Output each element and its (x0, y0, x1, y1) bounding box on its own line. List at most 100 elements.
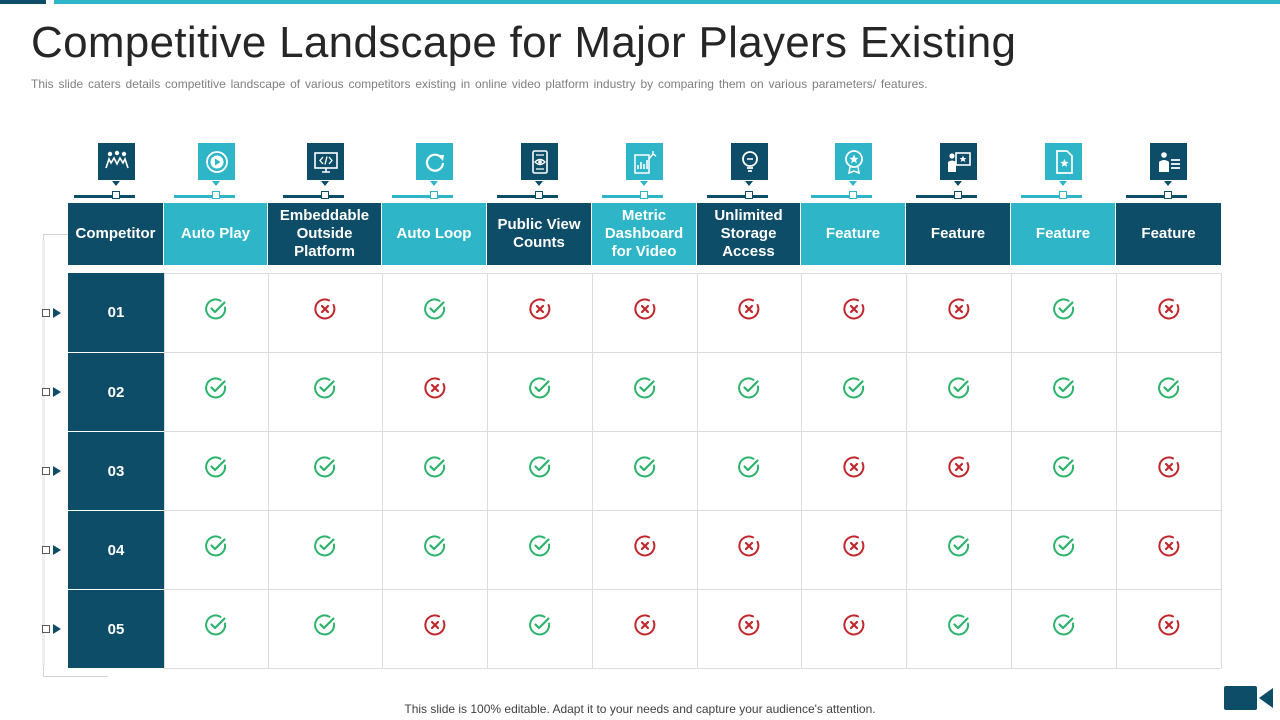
connector-chevron (954, 181, 962, 186)
row-label: 03 (68, 432, 164, 510)
check-icon (164, 506, 268, 585)
cross-icon (1116, 585, 1221, 664)
connector-line (74, 195, 135, 198)
row-label: 01 (68, 273, 164, 352)
connector-chevron (745, 181, 753, 186)
badge-award-icon (835, 143, 872, 180)
connector-chevron (112, 181, 120, 186)
connector-line (1021, 195, 1082, 198)
row-marker (42, 545, 64, 555)
check-icon (1011, 269, 1116, 348)
check-icon (164, 427, 268, 506)
check-icon (906, 348, 1011, 427)
check-icon (268, 427, 382, 506)
cross-icon (592, 269, 697, 348)
connector-node (112, 191, 120, 199)
connector-node (849, 191, 857, 199)
check-icon (487, 585, 592, 664)
check-icon (1011, 348, 1116, 427)
row-marker (42, 387, 64, 397)
cross-icon (268, 269, 382, 348)
connector-line (497, 195, 558, 198)
cross-icon (1116, 427, 1221, 506)
presentation-star-icon (940, 143, 977, 180)
dashboard-chart-icon (626, 143, 663, 180)
check-icon (697, 348, 801, 427)
connector-node (212, 191, 220, 199)
check-icon (268, 506, 382, 585)
video-camera-icon (1224, 686, 1273, 710)
connector-line (283, 195, 344, 198)
cross-icon (906, 427, 1011, 506)
check-icon (801, 348, 906, 427)
connector-node (640, 191, 648, 199)
connector-chevron (1059, 181, 1067, 186)
cross-icon (592, 585, 697, 664)
team-icon (98, 143, 135, 180)
top-accent-bar-dark (0, 0, 46, 4)
slide-footer: This slide is 100% editable. Adapt it to… (404, 702, 876, 716)
header-cell: Embeddable Outside Platform (268, 203, 381, 265)
header-cell: Public View Counts (487, 203, 591, 265)
slide-title: Competitive Landscape for Major Players … (31, 18, 1017, 67)
header-cell: Unlimited Storage Access (697, 203, 800, 265)
connector-node (321, 191, 329, 199)
connector-node (1059, 191, 1067, 199)
cross-icon (697, 585, 801, 664)
row-label: 02 (68, 353, 164, 431)
cross-icon (697, 506, 801, 585)
check-icon (382, 427, 487, 506)
check-icon (592, 427, 697, 506)
header-cell: Feature (1116, 203, 1221, 265)
connector-line (811, 195, 872, 198)
cross-icon (801, 506, 906, 585)
play-circle-icon (198, 143, 235, 180)
row-bracket-track (42, 240, 45, 665)
header-cell: Metric Dashboard for Video (592, 203, 696, 265)
connector-line (707, 195, 768, 198)
connector-line (174, 195, 235, 198)
check-icon (697, 427, 801, 506)
cross-icon (1116, 269, 1221, 348)
connector-line (392, 195, 453, 198)
row-marker (42, 308, 64, 318)
connector-chevron (1164, 181, 1172, 186)
connector-line (1126, 195, 1187, 198)
header-cell: Auto Play (164, 203, 267, 265)
cross-icon (1116, 506, 1221, 585)
check-icon (382, 506, 487, 585)
row-marker (42, 466, 64, 476)
row-label: 04 (68, 511, 164, 589)
check-icon (268, 585, 382, 664)
header-cell: Feature (906, 203, 1010, 265)
cross-icon (906, 269, 1011, 348)
connector-chevron (640, 181, 648, 186)
cross-icon (382, 348, 487, 427)
check-icon (164, 348, 268, 427)
refresh-icon (416, 143, 453, 180)
check-icon (592, 348, 697, 427)
check-icon (164, 585, 268, 664)
cross-icon (801, 269, 906, 348)
cross-icon (487, 269, 592, 348)
slide-subtitle: This slide caters details competitive la… (31, 77, 928, 91)
row-label: 05 (68, 590, 164, 668)
cross-icon (697, 269, 801, 348)
table-grid-lines (164, 273, 1222, 669)
cross-icon (382, 585, 487, 664)
check-icon (487, 506, 592, 585)
connector-chevron (212, 181, 220, 186)
connector-line (916, 195, 977, 198)
check-icon (1116, 348, 1221, 427)
check-icon (164, 269, 268, 348)
row-marker (42, 624, 64, 634)
check-icon (487, 427, 592, 506)
star-document-icon (1045, 143, 1082, 180)
check-icon (906, 506, 1011, 585)
connector-chevron (321, 181, 329, 186)
person-list-icon (1150, 143, 1187, 180)
connector-node (430, 191, 438, 199)
header-cell: Competitor (68, 203, 163, 265)
check-icon (487, 348, 592, 427)
check-icon (382, 269, 487, 348)
